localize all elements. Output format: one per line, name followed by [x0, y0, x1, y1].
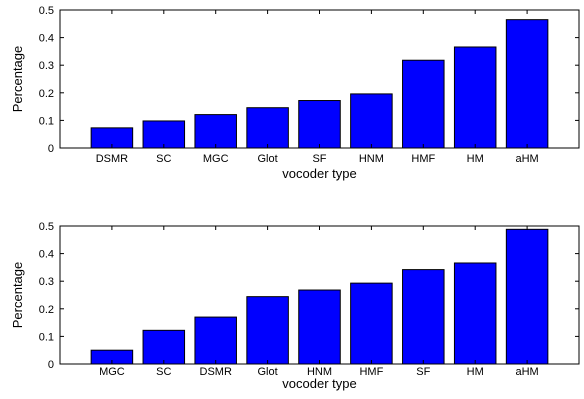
y-tick-label: 0.2: [39, 88, 54, 100]
x-tick-label: DSMR: [96, 153, 128, 165]
x-tick-label: HMF: [359, 366, 383, 378]
bar: [194, 114, 237, 149]
bar: [505, 19, 549, 149]
x-tick-label: HMF: [411, 153, 435, 165]
bar: [194, 316, 237, 365]
x-tick-label: Glot: [258, 366, 278, 378]
bar: [505, 228, 549, 365]
y-tick-label: 0.1: [39, 115, 54, 127]
y-tick-label: 0.2: [39, 304, 54, 316]
x-tick-label: SC: [156, 366, 171, 378]
y-tick-label: 0: [48, 143, 54, 155]
y-tick-label: 0: [48, 359, 54, 371]
x-tick-label: aHM: [515, 366, 538, 378]
bar: [402, 269, 445, 365]
bar: [453, 262, 497, 365]
x-tick-label: HM: [467, 153, 484, 165]
x-tick-label: aHM: [515, 153, 538, 165]
x-tick-label: SC: [156, 153, 171, 165]
y-tick-label: 0.3: [39, 60, 54, 72]
bar: [298, 289, 341, 365]
y-tick-label: 0.4: [39, 249, 54, 261]
bar: [142, 120, 186, 149]
bar: [298, 100, 341, 149]
y-axis-label: Percentage: [10, 262, 25, 329]
y-tick-label: 0.3: [39, 276, 54, 288]
x-axis-label: vocoder type: [282, 166, 356, 181]
bar: [142, 329, 186, 365]
x-tick-label: MGC: [99, 366, 125, 378]
y-tick-label: 0.1: [39, 331, 54, 343]
bar: [402, 59, 445, 149]
chart-2: 0 0.1 0.2 0.3 0.4 0.5 MGC SC DSMR Glot HNM HMF SF HM a…: [10, 221, 580, 391]
bar: [246, 296, 289, 365]
bar: [453, 46, 497, 149]
x-tick-label: HNM: [307, 366, 332, 378]
y-tick-label: 0.4: [39, 33, 54, 45]
bar: [350, 93, 393, 149]
x-tick-label: SF: [416, 366, 430, 378]
y-tick-label: 0.5: [39, 5, 54, 17]
x-tick-label: MGC: [203, 153, 229, 165]
x-axis-label: vocoder type: [282, 376, 356, 391]
x-tick-label: DSMR: [200, 366, 232, 378]
x-tick-label: HM: [467, 366, 484, 378]
x-tick-label: HNM: [359, 153, 384, 165]
y-tick-label: 0.5: [39, 221, 54, 233]
bar: [350, 282, 393, 365]
bar: [246, 107, 289, 149]
chart-1: 0 0.1 0.2 0.3 0.4 0.5 DSMR SC MGC Glot SF HNM HMF HM a…: [10, 5, 580, 181]
x-tick-label: SF: [312, 153, 326, 165]
x-tick-label: Glot: [258, 153, 278, 165]
y-axis-label: Percentage: [10, 46, 25, 113]
